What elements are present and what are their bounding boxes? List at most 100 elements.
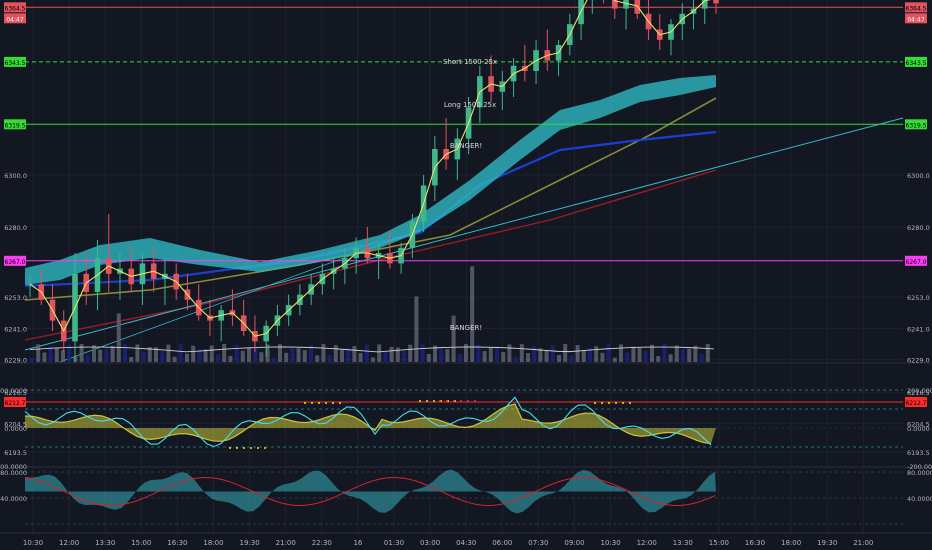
x-tick-label: 18:00 — [781, 539, 801, 547]
x-tick-label: 16:30 — [167, 539, 187, 547]
volume-bar — [383, 351, 388, 362]
chart-annotation: Long 1500 25x — [444, 101, 496, 109]
signal-dot — [453, 400, 455, 402]
candle[interactable] — [623, 0, 629, 9]
y-tick-label-left: 6300.0 — [4, 172, 27, 180]
volume-bar — [377, 344, 382, 362]
volume-bar — [278, 344, 282, 362]
volume-bar — [30, 358, 34, 362]
osc1-y-label-right: 0.0000 — [907, 425, 930, 433]
price-level-label: 6343.5 — [906, 60, 927, 67]
candle[interactable] — [701, 0, 708, 9]
x-tick-label: 09:00 — [564, 539, 584, 547]
oscillator-pane-1[interactable] — [24, 389, 903, 449]
price-pane[interactable]: Short 1500 25x Long 1500 25x BANGER! BANGER… — [24, 0, 904, 403]
signal-dot — [622, 402, 624, 404]
volume-bar — [693, 345, 698, 362]
volume-bar — [656, 356, 661, 362]
price-level-tag-right — [905, 2, 927, 13]
volume-bar — [557, 355, 561, 362]
volume-bar — [222, 344, 227, 362]
volume-bar — [290, 346, 295, 362]
volume-bar — [526, 353, 530, 362]
volume-bar — [668, 354, 673, 362]
volume-bar — [619, 344, 623, 362]
x-tick-label: 10:30 — [23, 539, 43, 547]
osc1-line-cyan — [24, 396, 712, 448]
candle[interactable] — [713, 0, 719, 4]
volume-bar — [98, 349, 103, 362]
x-tick-label: 21:00 — [276, 539, 296, 547]
volume-bar — [420, 344, 425, 362]
volume-bar — [48, 346, 53, 362]
volume-bar — [79, 344, 84, 362]
x-tick-label: 22:30 — [312, 539, 332, 547]
volume-bar — [259, 352, 264, 362]
countdown-tag-right — [905, 13, 927, 24]
y-tick-label-left: 6253.0 — [4, 294, 27, 302]
volume-bar — [321, 344, 326, 362]
countdown-tag-left — [4, 13, 26, 24]
x-tick-label: 19:30 — [817, 539, 837, 547]
x-tick-label: 13:30 — [95, 539, 115, 547]
x-tick-label: 18:00 — [203, 539, 223, 547]
osc2-y-label-left: 80.0000 — [0, 469, 27, 477]
volume-bar — [346, 348, 351, 362]
volume-bar — [129, 357, 134, 362]
y-tick-label-right: 6280.0 — [907, 224, 930, 232]
x-tick-label: 15:00 — [709, 539, 729, 547]
volume-bar — [563, 344, 568, 362]
volume-bar — [588, 348, 592, 362]
oscillator-pane-2[interactable] — [24, 469, 903, 525]
volume-bar — [234, 344, 239, 362]
volume-bar — [470, 266, 475, 362]
volume-ma-line — [29, 346, 715, 353]
signal-dot — [474, 400, 476, 402]
y-tick-label-right: 6241.0 — [907, 325, 930, 333]
volume-bar — [631, 346, 636, 362]
x-tick-label: 19:30 — [240, 539, 260, 547]
volume-bar — [612, 357, 617, 362]
y-tick-label-left: 6241.0 — [4, 325, 27, 333]
price-level-tag-left — [4, 2, 26, 13]
chart-annotation: BANGER! — [450, 324, 482, 332]
price-level-tag-right — [905, 56, 927, 67]
volume-bar — [247, 347, 251, 362]
x-tick-label: 12:00 — [637, 539, 657, 547]
volume-bar — [581, 350, 586, 362]
volume-bar — [364, 344, 369, 362]
volume-bar — [110, 345, 115, 362]
candle[interactable] — [611, 0, 618, 9]
volume-bar — [575, 345, 580, 362]
trendline[interactable] — [24, 117, 904, 351]
price-level-label: 6267.0 — [906, 259, 927, 266]
fast-ma-line — [29, 0, 711, 337]
osc1-y-label-left: -200.0000 — [0, 463, 27, 471]
x-tick-label: 06:00 — [492, 539, 512, 547]
volume-bar — [650, 344, 654, 362]
volume-bar — [699, 353, 704, 362]
osc2-y-label-right: 40.0000 — [907, 495, 932, 503]
signal-dot — [594, 402, 596, 404]
countdown-label: 04:47 — [907, 16, 924, 23]
signal-dot — [243, 447, 245, 449]
signal-dot — [419, 400, 421, 402]
x-tick-label: 21:00 — [853, 539, 873, 547]
signal-dot — [332, 402, 334, 404]
volume-bar — [445, 349, 450, 362]
signal-dot — [264, 447, 266, 449]
volume-bar — [538, 348, 543, 362]
chart-annotation: Short 1500 25x — [443, 58, 497, 66]
volume-bar — [253, 346, 258, 362]
volume-bar — [569, 355, 574, 362]
y-tick-label-right: 6193.5 — [907, 449, 930, 457]
volume-bar — [687, 348, 692, 362]
price-level-label: 6364.5 — [5, 5, 26, 12]
signal-dot — [339, 402, 341, 404]
y-tick-label-left: 6193.5 — [4, 449, 27, 457]
x-tick-label: 15:00 — [131, 539, 151, 547]
volume-bar — [389, 346, 394, 362]
osc2-y-label-right: 80.0000 — [907, 469, 932, 477]
signal-dot — [426, 400, 428, 402]
